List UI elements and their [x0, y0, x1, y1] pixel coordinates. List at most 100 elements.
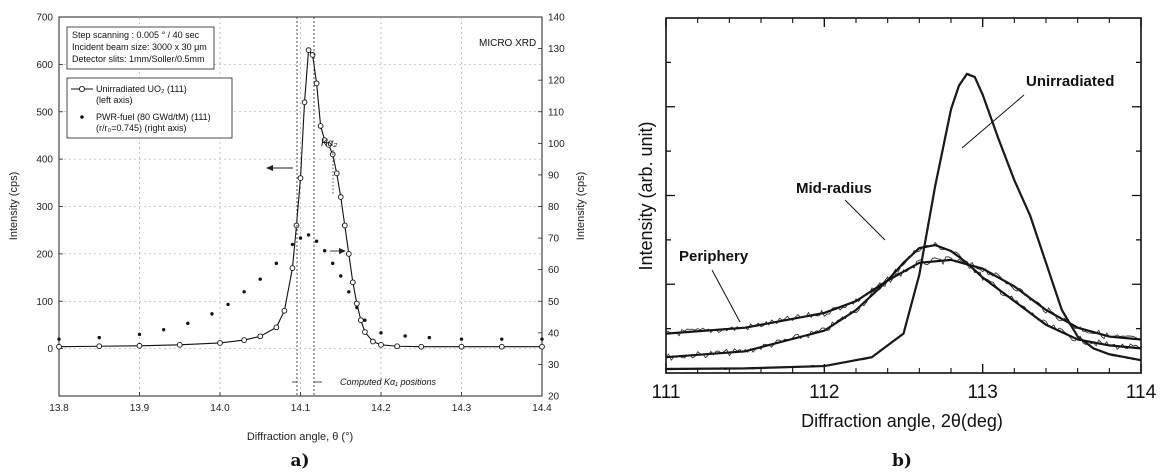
chart-b-ylabel: Intensity (arb. unit): [636, 121, 656, 270]
series-unirradiated-point: [297, 175, 304, 181]
series-unirradiated-point: [362, 329, 368, 335]
series-periphery-curve-raw: [665, 256, 1139, 340]
series-unirradiated-point: [96, 343, 103, 350]
series-unirradiated-point: [136, 342, 143, 349]
series-pwr-fuel-point: [500, 337, 504, 341]
series-unirradiated-point: [394, 343, 400, 350]
chart-b-pointer-periphery: [711, 269, 741, 323]
series-unirradiated-point: [498, 343, 505, 350]
chart-a-xtick-label: 14.0: [210, 403, 230, 414]
series-pwr-fuel-point: [258, 277, 262, 281]
series-unirradiated-point: [321, 137, 328, 144]
chart-a-ytick-label: 0: [47, 344, 53, 355]
chart-b-pointer-midradius: [844, 199, 886, 241]
chart-a-y2tick-label: 140: [548, 13, 565, 24]
chart-a-xtick-label: 14.3: [452, 403, 472, 414]
chart-a-ytick-label: 200: [36, 249, 53, 260]
series-pwr-fuel-point: [314, 239, 319, 243]
chart-a-xlabel: Diffraction angle, θ (°): [247, 431, 353, 443]
chart-b-panel-label: b): [892, 451, 912, 471]
chart-a-legend-series-1: Unirradiated UO₂ (111): [96, 84, 187, 94]
chart-a-legend-dot-swatch: [80, 115, 84, 119]
series-unirradiated-point: [305, 47, 312, 54]
series-pwr-fuel-point: [403, 334, 407, 338]
series-pwr-fuel-point: [363, 318, 367, 322]
series-unirradiated-point: [317, 123, 324, 129]
series-unirradiated-curve-raw: [665, 72, 1139, 371]
chart-a-info-box: [66, 26, 215, 70]
chart-a-y2tick-label: 80: [548, 202, 560, 213]
series-pwr-fuel-point: [459, 337, 464, 341]
series-unirradiated-point: [539, 343, 545, 350]
series-unirradiated-point: [217, 340, 223, 346]
chart-a-y2tick-label: 130: [548, 44, 565, 55]
chart-a-y2tick-label: 40: [548, 328, 560, 339]
series-pwr-fuel-point: [379, 331, 383, 335]
series-midradius-curve-raw: [665, 241, 1139, 361]
series-pwr-fuel-point: [161, 327, 166, 332]
series-pwr-fuel-point: [186, 321, 190, 326]
chart-a-xtick-label: 13.9: [130, 403, 150, 414]
chart-a-y2tick-label: 90: [548, 170, 560, 181]
series-pwr-fuel-point: [298, 236, 303, 240]
series-unirradiated-point: [325, 142, 332, 148]
chart-b-label-unirradiated: Unirradiated: [1026, 73, 1114, 90]
chart-a-y2tick-label: 30: [548, 360, 560, 371]
chart-a-ytick-label: 100: [36, 297, 53, 308]
series-unirradiated-point: [289, 265, 296, 271]
chart-a-legend-series-2: PWR-fuel (80 GWd/tM) (111): [96, 112, 211, 122]
right-axis-arrow-head: [339, 248, 346, 254]
series-pwr-fuel-point: [210, 312, 214, 316]
chart-a-info-line-1: Step scanning : 0.005 ° / 40 sec: [72, 30, 200, 40]
chart-b-plot-frame: [665, 17, 1142, 374]
chart-a-ytick-label: 600: [36, 60, 53, 71]
chart-b-label-midradius: Mid-radius: [796, 180, 872, 197]
series-pwr-fuel-point: [242, 290, 246, 294]
series-unirradiated-point: [301, 99, 308, 106]
chart-a-y2tick-label: 20: [548, 392, 560, 403]
chart-b-pointer-unirradiated: [961, 94, 1025, 149]
chart-b-xtick-label: 112: [809, 382, 839, 403]
series-pwr-fuel-point: [274, 261, 279, 266]
series-unirradiated-point: [378, 341, 384, 348]
chart-b-label-periphery: Periphery: [679, 248, 749, 265]
chart-a-y2tick-label: 60: [548, 265, 560, 276]
series-unirradiated-point: [354, 300, 360, 307]
series-unirradiated-point: [341, 222, 348, 229]
chart-a-ytick-label: 400: [36, 155, 53, 166]
chart-a-legend-circle-swatch: [78, 85, 86, 93]
series-unirradiated-point: [273, 324, 280, 331]
chart-a-xtick-label: 14.1: [291, 403, 311, 414]
series-pwr-fuel-point: [97, 335, 101, 340]
chart-b-xtick-label: 113: [968, 382, 998, 403]
chart-b: 111 112 113 114 Unirradiated Mid-radius Per…: [636, 17, 1157, 471]
chart-a-xtick-label: 14.2: [371, 403, 391, 414]
chart-a-info-line-2: Incident beam size: 3000 x 30 μm: [72, 42, 207, 52]
series-pwr-fuel-point: [331, 261, 335, 266]
series-unirradiated-point: [345, 251, 352, 257]
chart-a-kalpha2-label: Kα₂: [321, 138, 337, 149]
series-pwr-fuel-point: [347, 290, 351, 294]
chart-a-y2tick-label: 110: [548, 107, 564, 118]
chart-b-xtick-label: 114: [1126, 382, 1157, 403]
series-unirradiated-point: [370, 338, 376, 345]
series-pwr-fuel-point: [137, 332, 142, 337]
series-unirradiated-point: [176, 341, 183, 348]
chart-a-panel-label: a): [290, 451, 309, 471]
chart-a-title-tag: MICRO XRD: [479, 38, 536, 49]
series-pwr-fuel-point: [226, 302, 230, 307]
series-pwr-fuel-point: [57, 337, 61, 341]
chart-a: 13.8 13.9 14.0 14.1 14.2 14.3 14.4 0 100 200 300 4…: [8, 13, 587, 472]
chart-a-legend-series-1-note: (left axis): [96, 95, 133, 105]
series-pwr-fuel-point: [290, 242, 295, 247]
series-pwr-fuel-point: [427, 335, 431, 340]
series-unirradiated-point: [56, 343, 62, 350]
series-unirradiated-point: [281, 307, 288, 314]
chart-a-info-line-3: Detector slits: 1mm/Soller/0.5mm: [72, 54, 205, 64]
chart-a-ylabel: Intensity (cps): [8, 172, 20, 240]
series-unirradiated-point: [293, 222, 300, 229]
series-unirradiated-point: [458, 343, 465, 350]
series-unirradiated-point: [418, 343, 425, 350]
series-unirradiated-point: [358, 317, 364, 324]
